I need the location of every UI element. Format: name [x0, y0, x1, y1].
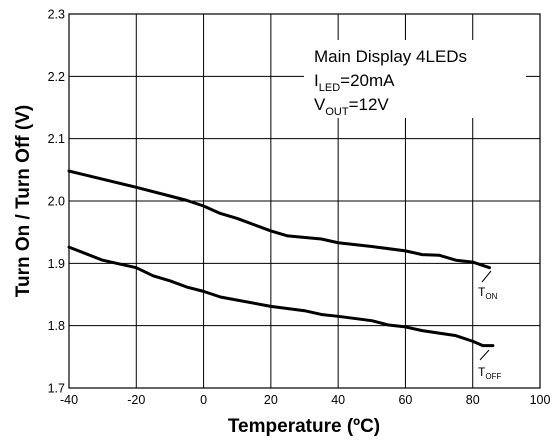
annotation-box: Main Display 4LEDs ILED=20mA VOUT=12V: [314, 47, 467, 118]
x-tick-label: -20: [127, 393, 145, 407]
x-tick-label: 100: [530, 393, 551, 407]
series-label-toff-main: T: [478, 365, 486, 379]
annotation-line3-rest: =12V: [349, 95, 390, 114]
annotation-line3-sub: OUT: [325, 106, 349, 118]
tick-labels: -40 -20 0 20 40 60 80 100 1.7 1.8 1.9 2.0 2.1 2.2 2.3: [48, 8, 551, 408]
grid: [69, 14, 540, 388]
y-tick-label: 2.2: [48, 70, 65, 84]
series-layer: [67, 169, 495, 348]
y-tick-label: 1.7: [48, 382, 65, 396]
series-label-toff-sub: OFF: [485, 372, 501, 381]
series-line-ton: [67, 169, 492, 270]
x-tick-label: -40: [60, 393, 78, 407]
y-axis-title: Turn On / Turn Off (V): [13, 105, 34, 297]
x-tick-label: 40: [331, 393, 345, 407]
plot-frame: [68, 13, 541, 389]
annotation-line3: VOUT=12V: [314, 95, 389, 118]
annotation-line2-sub: LED: [319, 82, 340, 94]
series-label-toff: TOFF: [478, 349, 501, 381]
y-tick-label: 2.0: [48, 195, 65, 209]
series-label-ton-sub: ON: [485, 292, 497, 301]
x-tick-label: 20: [264, 393, 278, 407]
x-tick-label: 60: [398, 393, 412, 407]
series-label-ton: TON: [478, 270, 498, 301]
x-axis-title: Temperature (ºC): [228, 416, 380, 437]
annotation-line2-rest: =20mA: [340, 71, 395, 90]
y-tick-label: 2.3: [48, 8, 65, 22]
annotation-line2-main: I: [314, 71, 319, 90]
x-tick-label: 80: [466, 393, 480, 407]
series-label-ton-text: TON: [478, 285, 498, 301]
y-tick-label: 1.8: [48, 319, 65, 333]
x-tick-label: 0: [200, 393, 207, 407]
y-tick-label: 2.1: [48, 132, 65, 146]
series-label-toff-leader: [479, 349, 490, 361]
series-label-ton-leader: [481, 270, 492, 283]
series-line-toff: [67, 245, 495, 348]
annotation-line3-main: V: [314, 95, 326, 114]
annotation-background: [304, 40, 526, 118]
series-label-ton-main: T: [478, 285, 486, 299]
annotation-line1: Main Display 4LEDs: [314, 47, 467, 66]
y-tick-label: 1.9: [48, 257, 65, 271]
annotation-line2: ILED=20mA: [314, 71, 395, 94]
series-label-toff-text: TOFF: [478, 365, 501, 381]
